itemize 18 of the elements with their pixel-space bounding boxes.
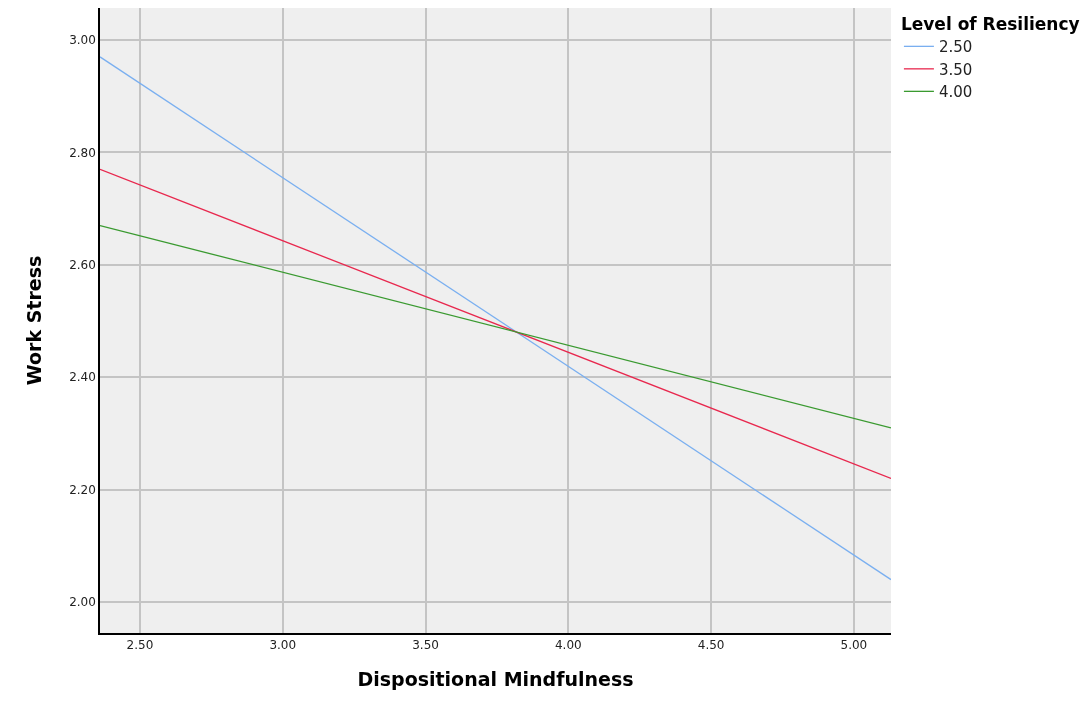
y-tick-label: 2.80 [69, 145, 96, 160]
legend-label: 3.50 [938, 60, 973, 79]
x-tick-label: 4.00 [554, 638, 582, 653]
x-tick-label: 4.50 [697, 638, 725, 653]
y-tick-label: 2.40 [69, 370, 96, 385]
legend-label: 4.00 [938, 83, 973, 102]
x-tick-label: 5.00 [840, 638, 868, 653]
y-axis-title: Work Stress [23, 255, 46, 386]
y-tick-label: 2.00 [69, 595, 96, 610]
x-tick-label: 2.50 [126, 638, 154, 653]
x-tick-label: 3.50 [412, 638, 439, 653]
y-tick-label: 2.60 [69, 258, 96, 273]
x-tick-label: 3.00 [269, 638, 297, 653]
x-axis-title: Dispositional Mindfulness [357, 668, 634, 691]
legend-label: 2.50 [938, 38, 973, 57]
y-tick-label: 3.00 [69, 33, 96, 48]
y-tick-label: 2.20 [69, 482, 96, 497]
legend-title: Level of Resiliency [900, 14, 1080, 35]
